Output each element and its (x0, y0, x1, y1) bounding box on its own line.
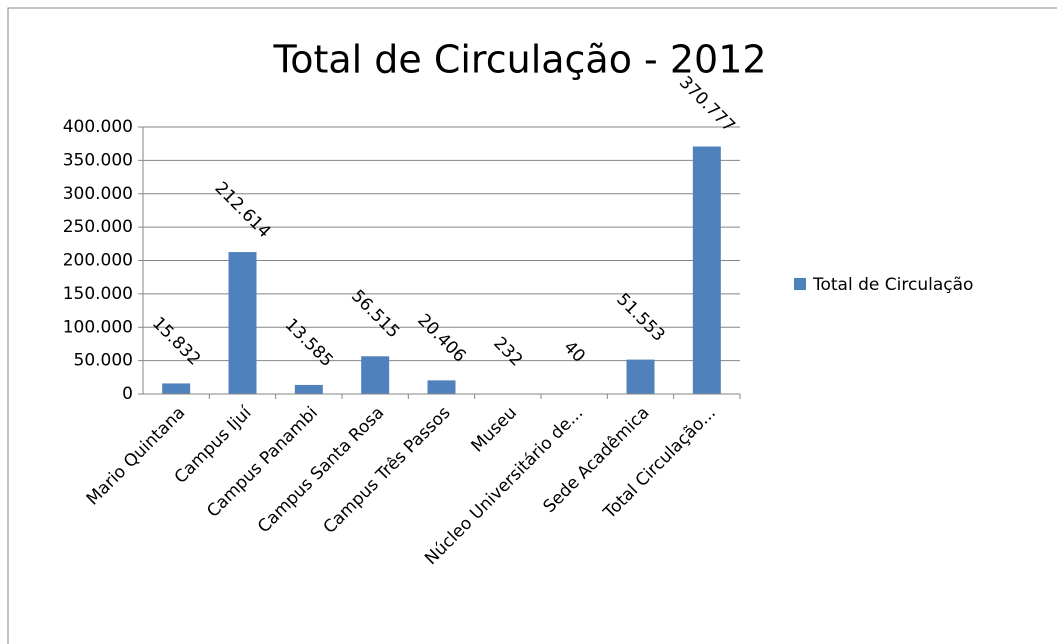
legend-swatch (794, 278, 806, 290)
bar (162, 383, 191, 394)
bar (228, 252, 257, 394)
y-tick-label: 400.000 (63, 117, 133, 137)
y-tick-label: 150.000 (63, 284, 133, 304)
y-tick-label: 300.000 (63, 184, 133, 204)
bar (626, 359, 655, 394)
y-tick-label: 50.000 (74, 351, 133, 371)
y-tick-label: 100.000 (63, 317, 133, 337)
chart-frame (7, 7, 1057, 644)
y-tick-label: 200.000 (63, 251, 133, 271)
legend-label: Total de Circulação (812, 275, 973, 295)
bar (361, 356, 390, 394)
y-tick-label: 0 (122, 384, 133, 404)
chart-title: Total de Circulação - 2012 (272, 38, 766, 82)
y-tick-label: 250.000 (63, 217, 133, 237)
bar (427, 380, 456, 394)
bar (294, 384, 323, 394)
bar (692, 146, 721, 394)
y-tick-label: 350.000 (63, 150, 133, 170)
